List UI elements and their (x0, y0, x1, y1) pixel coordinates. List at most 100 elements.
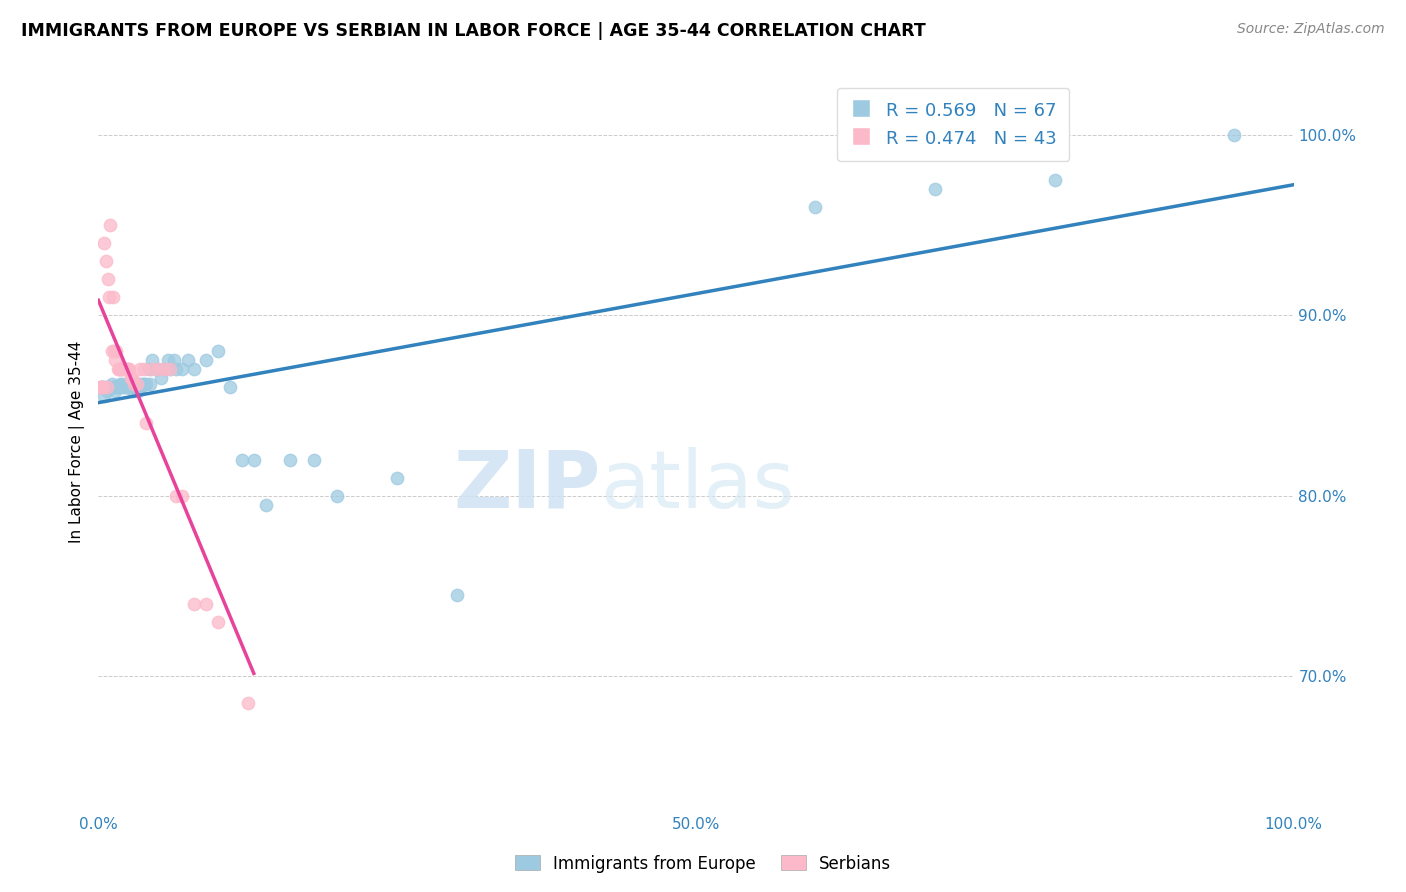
Point (139, 376, 162, 391)
Point (183, 362, 205, 376)
Point (149, 371, 172, 385)
Point (207, 615, 229, 629)
Point (91, 380, 114, 394)
Point (183, 597, 205, 611)
Point (94, 380, 117, 394)
Point (125, 376, 148, 391)
Point (159, 362, 181, 376)
Point (94, 254, 117, 268)
Point (804, 200, 827, 214)
Point (108, 376, 131, 391)
Point (90, 380, 112, 394)
Text: Source: ZipAtlas.com: Source: ZipAtlas.com (1237, 22, 1385, 37)
Point (107, 362, 129, 376)
Point (165, 489, 187, 503)
Point (924, 182, 946, 196)
Point (148, 362, 170, 376)
Point (115, 380, 138, 394)
Point (163, 353, 186, 368)
Point (231, 452, 253, 467)
Point (118, 362, 141, 376)
Point (91, 380, 114, 394)
Point (104, 353, 127, 368)
Point (159, 362, 181, 376)
Point (114, 362, 136, 376)
Point (124, 376, 146, 391)
Point (138, 362, 160, 376)
Point (114, 380, 136, 394)
Point (103, 344, 125, 359)
Point (236, 697, 259, 711)
Point (145, 362, 167, 376)
Text: atlas: atlas (600, 447, 794, 525)
Point (96, 384, 118, 398)
Point (219, 380, 242, 394)
Point (148, 362, 170, 376)
Point (111, 376, 134, 391)
Point (117, 380, 139, 394)
Point (1223, 128, 1246, 142)
Point (104, 384, 127, 398)
Point (98, 380, 121, 394)
Point (153, 362, 176, 376)
Y-axis label: In Labor Force | Age 35-44: In Labor Force | Age 35-44 (69, 341, 84, 542)
Point (120, 376, 142, 391)
Point (97, 380, 120, 394)
Point (89, 380, 111, 394)
Point (96, 380, 118, 394)
Point (103, 380, 125, 394)
Point (98, 380, 122, 394)
Point (156, 353, 179, 368)
Point (195, 353, 218, 368)
Point (1043, 172, 1066, 186)
Point (98, 218, 122, 232)
Legend: R = 0.569   N = 67, R = 0.474   N = 43: R = 0.569 N = 67, R = 0.474 N = 43 (837, 87, 1070, 161)
Point (135, 417, 157, 431)
Point (112, 380, 135, 394)
Text: ZIP: ZIP (453, 447, 600, 525)
Point (254, 498, 277, 512)
Point (93, 389, 115, 403)
Point (135, 376, 157, 391)
Point (108, 362, 131, 376)
Point (131, 376, 153, 391)
Point (195, 597, 218, 611)
Point (177, 353, 200, 368)
Point (98, 290, 121, 304)
Point (131, 380, 153, 394)
Point (124, 380, 146, 394)
Point (129, 362, 152, 376)
Point (141, 353, 163, 368)
Point (302, 452, 325, 467)
Point (243, 452, 266, 467)
Point (97, 272, 120, 286)
Point (115, 362, 138, 376)
Point (141, 362, 163, 376)
Point (101, 380, 124, 394)
Point (124, 376, 146, 391)
Point (207, 344, 229, 359)
Point (125, 376, 148, 391)
Point (132, 376, 155, 391)
Point (120, 371, 142, 385)
Point (153, 362, 176, 376)
Point (121, 380, 143, 394)
Point (278, 452, 301, 467)
Point (100, 376, 122, 391)
Point (115, 376, 138, 391)
Point (93, 235, 115, 250)
Point (117, 362, 139, 376)
Point (165, 362, 187, 376)
Point (111, 362, 134, 376)
Point (110, 362, 132, 376)
Point (101, 290, 124, 304)
Point (107, 380, 129, 394)
Point (326, 489, 349, 503)
Point (121, 371, 143, 385)
Legend: Immigrants from Europe, Serbians: Immigrants from Europe, Serbians (508, 848, 898, 880)
Point (105, 380, 128, 394)
Point (107, 380, 129, 394)
Point (172, 489, 194, 503)
Point (385, 470, 409, 484)
Point (127, 384, 149, 398)
